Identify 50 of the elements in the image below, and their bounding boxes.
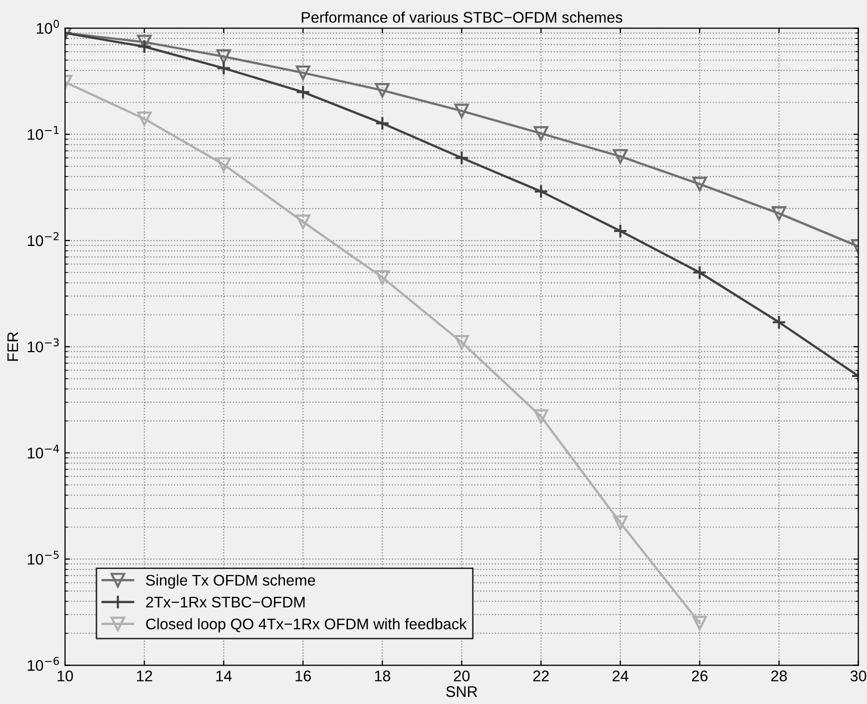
point [692,616,707,630]
point [375,82,390,98]
point [534,126,548,141]
point [296,65,310,80]
point [692,176,707,192]
point [296,84,310,100]
x-tick-label: 28 [771,670,787,682]
point [613,149,628,164]
y-tick-label: 10$^{−1}$ [28,126,59,140]
point [454,104,469,118]
point [137,34,152,50]
chart-title: Performance of various STBC−OFDM schemes [302,12,622,23]
point [692,265,707,280]
point [613,515,628,530]
legend-label: Closed loop QO 4Tx−1Rx OFDM with feedback [146,618,467,632]
point [137,39,152,54]
point [772,206,786,221]
legend-label: 2Tx−1Rx STBC−OFDM [146,596,305,608]
x-tick-label: 30 [850,670,866,682]
legend-label: Single Tx OFDM scheme [146,574,316,589]
x-tick-label: 16 [296,670,311,682]
point [296,214,310,230]
point [137,112,152,126]
x-tick-label: 14 [216,670,232,682]
point [534,409,548,424]
x-tick-label: 26 [692,670,708,682]
x-tick-label: 22 [533,670,549,682]
point [216,49,231,64]
point [216,157,231,172]
y-axis-title: FER [7,332,18,361]
x-tick-label: 18 [375,670,390,682]
y-tick-label: 10$^{0}$ [36,20,59,34]
x-tick-label: 12 [137,670,152,682]
y-tick-label: 10$^{−6}$ [28,656,59,671]
y-tick-label: 10$^{−2}$ [28,232,59,246]
point [375,270,390,285]
point [534,184,548,199]
y-tick-label: 10$^{−4}$ [28,444,60,458]
point [375,116,390,131]
x-tick-label: 10 [58,670,73,682]
point [613,224,628,238]
x-tick-label: 20 [454,670,470,682]
y-tick-label: 10$^{−3}$ [28,338,59,352]
y-tick-label: 10$^{−5}$ [28,550,59,565]
x-tick-label: 24 [612,670,628,682]
x-axis-title: SNR [446,686,478,697]
point [772,314,786,330]
point [454,150,469,166]
point [216,60,231,76]
point [454,335,469,350]
